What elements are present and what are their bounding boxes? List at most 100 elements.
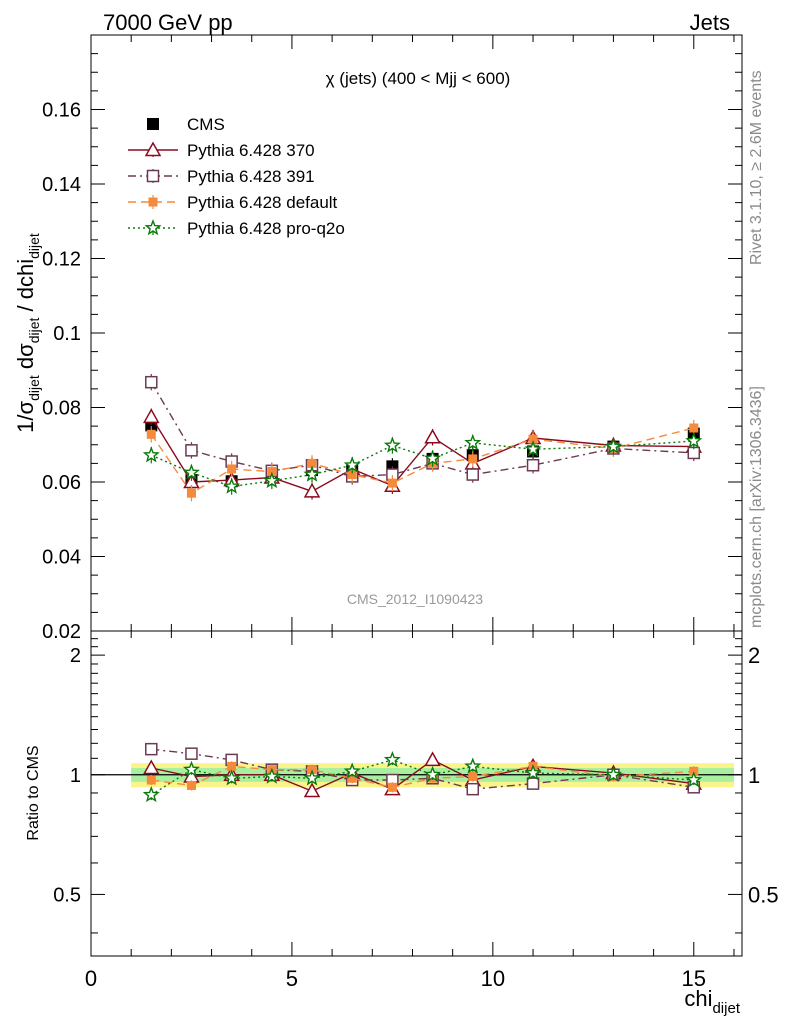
rivet-label: Rivet 3.1.10, ≥ 2.6M events bbox=[748, 70, 765, 265]
legend-label: Pythia 6.428 391 bbox=[187, 167, 315, 186]
series-4 bbox=[142, 432, 703, 495]
data-point bbox=[186, 488, 196, 498]
data-point bbox=[146, 429, 156, 439]
data-point bbox=[424, 449, 442, 466]
main-watermark: CMS_2012_I1090423 bbox=[347, 591, 483, 607]
legend-item: CMS bbox=[147, 115, 225, 134]
data-point bbox=[307, 458, 317, 468]
y-tick-label: 0.16 bbox=[42, 100, 81, 122]
data-point bbox=[142, 408, 160, 424]
ratio-panel: 0 5 10 15 0.5 1 2 0.5 1 2 Ratio to CMS chidijet bbox=[25, 630, 779, 1017]
ratio-point bbox=[227, 761, 237, 771]
ratio-point bbox=[524, 764, 542, 781]
data-point bbox=[468, 454, 478, 464]
y-tick-label: 2 bbox=[70, 645, 81, 667]
legend-marker bbox=[144, 141, 162, 157]
main-panel: 0.02 0.04 0.06 0.08 0.1 0.12 0.14 0.16 χ (jets)… bbox=[13, 34, 743, 643]
series-line bbox=[150, 381, 694, 478]
y-tick-label: 0.1 bbox=[53, 323, 81, 345]
ratio-point bbox=[685, 771, 703, 788]
data-point bbox=[528, 434, 538, 444]
y-tick-label: 0.14 bbox=[42, 174, 81, 196]
data-point bbox=[303, 465, 321, 482]
ratio-point bbox=[303, 769, 321, 786]
legend-marker bbox=[146, 169, 160, 183]
y-tick-label: 0.12 bbox=[42, 249, 81, 271]
ratio-point bbox=[424, 751, 441, 767]
ratio-series-line bbox=[151, 748, 694, 790]
ratio-point bbox=[466, 782, 480, 796]
legend-label: Pythia 6.428 default bbox=[187, 193, 338, 212]
y-tick-label-right: 2 bbox=[748, 643, 760, 668]
data-point bbox=[466, 468, 480, 481]
energy-label: 7000 GeV pp bbox=[103, 10, 233, 35]
main-title: χ (jets) (400 < Mjj < 600) bbox=[326, 69, 511, 88]
data-point bbox=[424, 428, 441, 444]
data-point bbox=[685, 432, 703, 449]
data-point bbox=[145, 375, 158, 389]
ratio-y-axis-label: Ratio to CMS bbox=[25, 745, 42, 840]
x-tick-label: 5 bbox=[286, 966, 298, 991]
data-point bbox=[303, 482, 321, 498]
data-point bbox=[464, 433, 482, 451]
y-tick-label: 0.5 bbox=[53, 884, 81, 906]
ratio-point bbox=[223, 769, 241, 786]
data-point bbox=[227, 464, 237, 474]
ratio-point bbox=[182, 760, 200, 777]
data-point bbox=[182, 463, 200, 480]
mcplots-label: mcplots.cern.ch [arXiv:1306.3436] bbox=[748, 386, 765, 628]
data-point bbox=[604, 437, 622, 454]
x-tick-label: 0 bbox=[85, 966, 97, 991]
y-tick-label-right: 1 bbox=[748, 763, 760, 788]
series-line bbox=[150, 427, 694, 495]
legend-label: Pythia 6.428 pro-q2o bbox=[187, 219, 345, 238]
ratio-point bbox=[526, 777, 540, 790]
data-point bbox=[347, 470, 357, 480]
y-tick-label: 0.06 bbox=[42, 472, 81, 494]
data-point bbox=[383, 436, 401, 453]
ratio-point bbox=[145, 742, 158, 756]
ratio-point bbox=[424, 765, 442, 783]
svg-text:1/σdijet dσdijet / dchidijet: 1/σdijet dσdijet / dchidijet bbox=[13, 233, 42, 433]
legend-marker bbox=[148, 197, 158, 207]
legend: CMS Pythia 6.428 370 Pythia 6.428 391 Pythi… bbox=[128, 115, 345, 238]
data-point bbox=[142, 446, 160, 463]
x-axis-label: chidijet bbox=[684, 986, 740, 1017]
legend-item: Pythia 6.428 370 bbox=[128, 141, 315, 160]
x-tick-label: 15 bbox=[682, 966, 706, 991]
series-line bbox=[151, 440, 694, 488]
ratio-point bbox=[343, 762, 361, 779]
process-label: Jets bbox=[690, 10, 730, 35]
data-point bbox=[524, 440, 542, 457]
data-point bbox=[263, 471, 281, 489]
svg-text:chidijet: chidijet bbox=[684, 986, 740, 1017]
data-point bbox=[387, 478, 397, 488]
ratio-frame bbox=[90, 630, 743, 957]
ratio-point bbox=[263, 767, 281, 784]
legend-item: Pythia 6.428 pro-q2o bbox=[128, 219, 345, 238]
legend-item: Pythia 6.428 391 bbox=[128, 167, 315, 186]
y-tick-label-right: 0.5 bbox=[748, 882, 779, 907]
data-point bbox=[689, 423, 699, 433]
ratio-point bbox=[142, 759, 160, 775]
legend-item: Pythia 6.428 default bbox=[128, 193, 338, 212]
legend-marker bbox=[147, 118, 159, 130]
y-tick-label: 0.08 bbox=[42, 398, 81, 420]
ratio-point bbox=[604, 765, 622, 783]
y-tick-label: 0.02 bbox=[42, 621, 81, 643]
ratio-series-3 bbox=[142, 750, 703, 803]
y-tick-label: 1 bbox=[70, 765, 81, 787]
ratio-point bbox=[142, 785, 160, 803]
ratio-series-line bbox=[151, 765, 694, 789]
ratio-point bbox=[186, 780, 196, 790]
ratio-point bbox=[303, 782, 321, 798]
ratio-point bbox=[383, 750, 401, 768]
data-point bbox=[267, 467, 277, 477]
data-point bbox=[185, 444, 198, 457]
ratio-point bbox=[387, 782, 397, 792]
legend-label: CMS bbox=[187, 115, 225, 134]
legend-marker bbox=[144, 219, 162, 236]
x-tick-label: 10 bbox=[481, 966, 505, 991]
series-3 bbox=[146, 419, 699, 502]
